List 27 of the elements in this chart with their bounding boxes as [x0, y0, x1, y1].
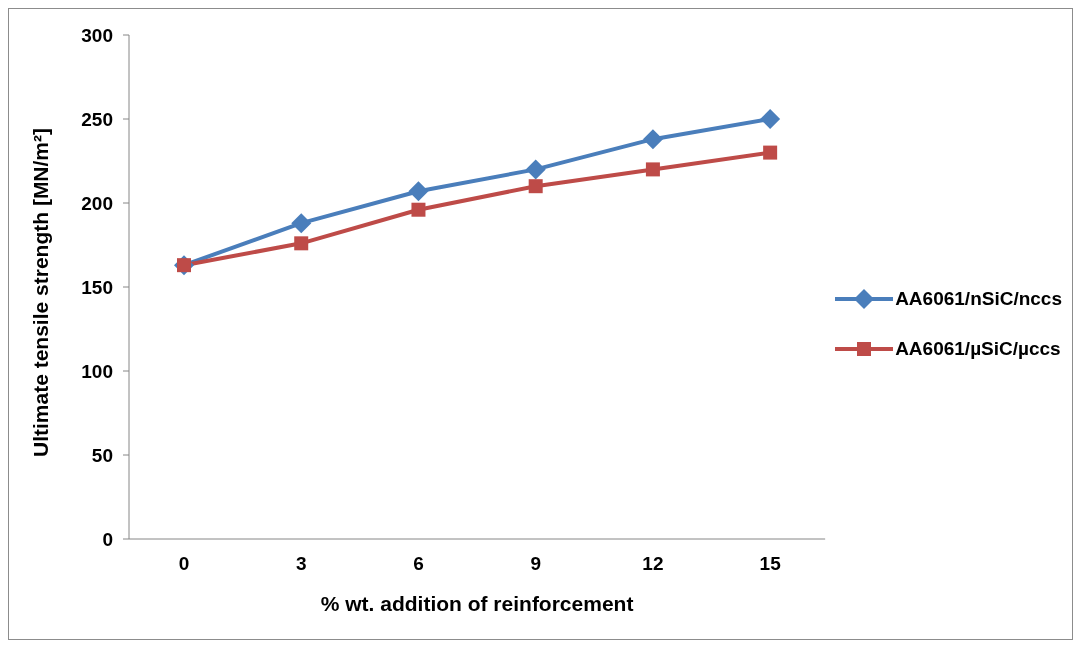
y-tick-label: 150 — [81, 276, 113, 298]
point — [525, 159, 546, 180]
point — [291, 213, 312, 234]
x-tick-label: 0 — [178, 553, 190, 575]
y-tick-label: 200 — [81, 192, 113, 214]
point — [642, 129, 663, 150]
legend-label: AA6061/nSiC/nccs — [895, 288, 1062, 310]
point — [294, 236, 309, 251]
x-tick-label: 6 — [413, 553, 424, 575]
point — [528, 179, 543, 194]
x-tick-label: 3 — [295, 553, 307, 575]
x-tick-label: 9 — [530, 553, 541, 575]
x-tick-label: 12 — [642, 553, 664, 575]
y-tick-label: 100 — [81, 360, 113, 382]
point — [411, 202, 426, 217]
y-tick-label: 300 — [81, 24, 113, 46]
point — [645, 162, 660, 177]
x-tick-label: 15 — [759, 553, 782, 575]
point — [763, 145, 778, 160]
legend-label: AA6061/µSiC/µccs — [895, 338, 1061, 360]
point — [408, 181, 429, 202]
point — [760, 109, 781, 129]
y-tick-label: 0 — [102, 528, 113, 550]
x-axis-title: % wt. addition of reinforcement — [320, 592, 634, 615]
y-tick-label: 250 — [81, 108, 113, 130]
y-tick-label: 50 — [91, 444, 113, 466]
y-axis-title: Ultimate tensile strength [MN/m²] — [29, 127, 53, 457]
